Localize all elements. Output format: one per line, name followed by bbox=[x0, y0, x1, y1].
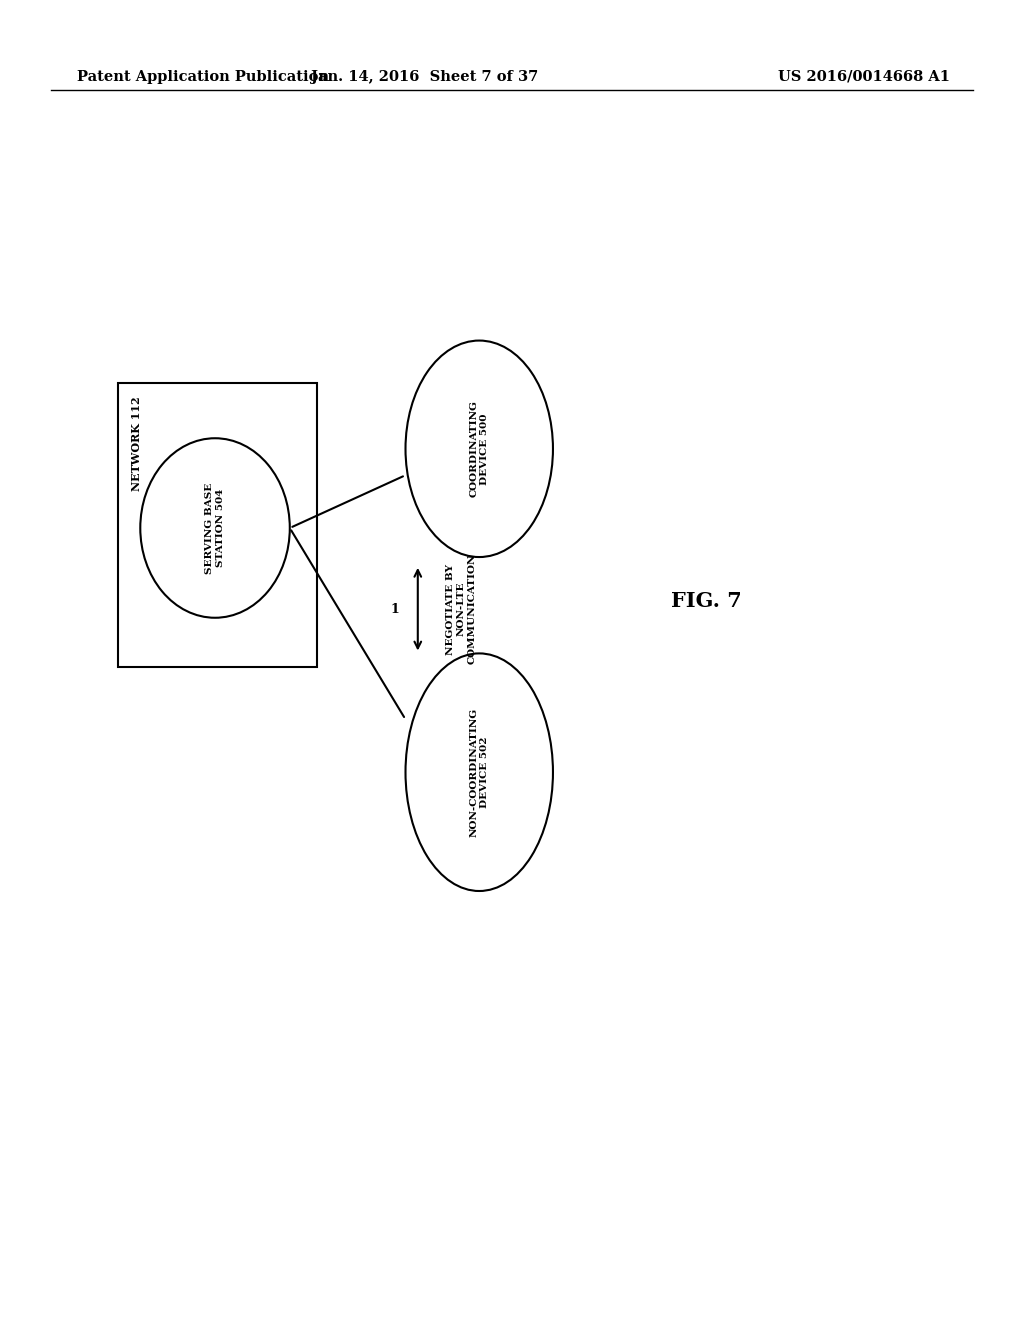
Ellipse shape bbox=[406, 653, 553, 891]
Ellipse shape bbox=[140, 438, 290, 618]
Text: Jan. 14, 2016  Sheet 7 of 37: Jan. 14, 2016 Sheet 7 of 37 bbox=[311, 70, 539, 83]
Text: Patent Application Publication: Patent Application Publication bbox=[77, 70, 329, 83]
Bar bbox=[118, 383, 317, 667]
Text: COORDINATING
DEVICE 500: COORDINATING DEVICE 500 bbox=[470, 400, 488, 498]
Text: FIG. 7: FIG. 7 bbox=[671, 590, 742, 611]
Text: NON-COORDINATING
DEVICE 502: NON-COORDINATING DEVICE 502 bbox=[470, 708, 488, 837]
Text: NETWORK 112: NETWORK 112 bbox=[131, 396, 142, 491]
Text: US 2016/0014668 A1: US 2016/0014668 A1 bbox=[778, 70, 950, 83]
Text: SERVING BASE
STATION 504: SERVING BASE STATION 504 bbox=[206, 482, 224, 574]
Text: NEGOTIATE BY
NON-LTE
COMMUNICATION: NEGOTIATE BY NON-LTE COMMUNICATION bbox=[446, 554, 476, 664]
Ellipse shape bbox=[406, 341, 553, 557]
Text: 1: 1 bbox=[390, 603, 399, 615]
